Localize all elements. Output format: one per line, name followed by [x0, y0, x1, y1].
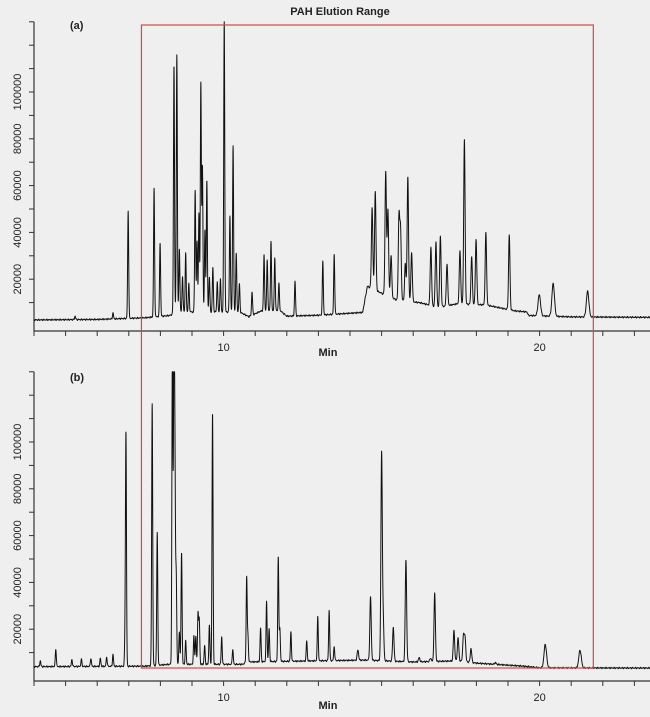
- x-tick-label: 10: [217, 692, 229, 704]
- y-tick-label: 100000: [12, 74, 24, 111]
- chromatogram-trace-a: [33, 21, 650, 322]
- x-axis-label-a: Min: [319, 347, 338, 359]
- x-axis-label-b: Min: [319, 700, 338, 712]
- y-tick-label: 40000: [12, 567, 24, 598]
- y-tick-label: 20000: [12, 264, 24, 295]
- panel-label-b: (b): [70, 372, 84, 384]
- y-tick-label: 60000: [12, 170, 24, 201]
- x-tick-label: 20: [533, 342, 545, 354]
- y-tick-label: 20000: [12, 614, 24, 645]
- chromatogram-trace-b: [33, 371, 650, 670]
- x-tick-label: 20: [533, 692, 545, 704]
- y-tick-label: 40000: [12, 217, 24, 248]
- panel-a: (a) Min 20000 40000 60000 80000 100000 10 20: [12, 20, 650, 359]
- chart-title: PAH Elution Range: [290, 6, 389, 18]
- panel-label-a: (a): [70, 20, 84, 32]
- y-tick-label: 100000: [12, 424, 24, 461]
- y-tick-label: 80000: [12, 474, 24, 505]
- x-tick-label: 10: [217, 342, 229, 354]
- panel-b: (b) Min 20000 40000 60000 80000 100000 10 20: [12, 371, 650, 712]
- y-tick-label: 80000: [12, 124, 24, 155]
- pah-elution-range-box: [140, 24, 594, 669]
- y-tick-label: 60000: [12, 520, 24, 551]
